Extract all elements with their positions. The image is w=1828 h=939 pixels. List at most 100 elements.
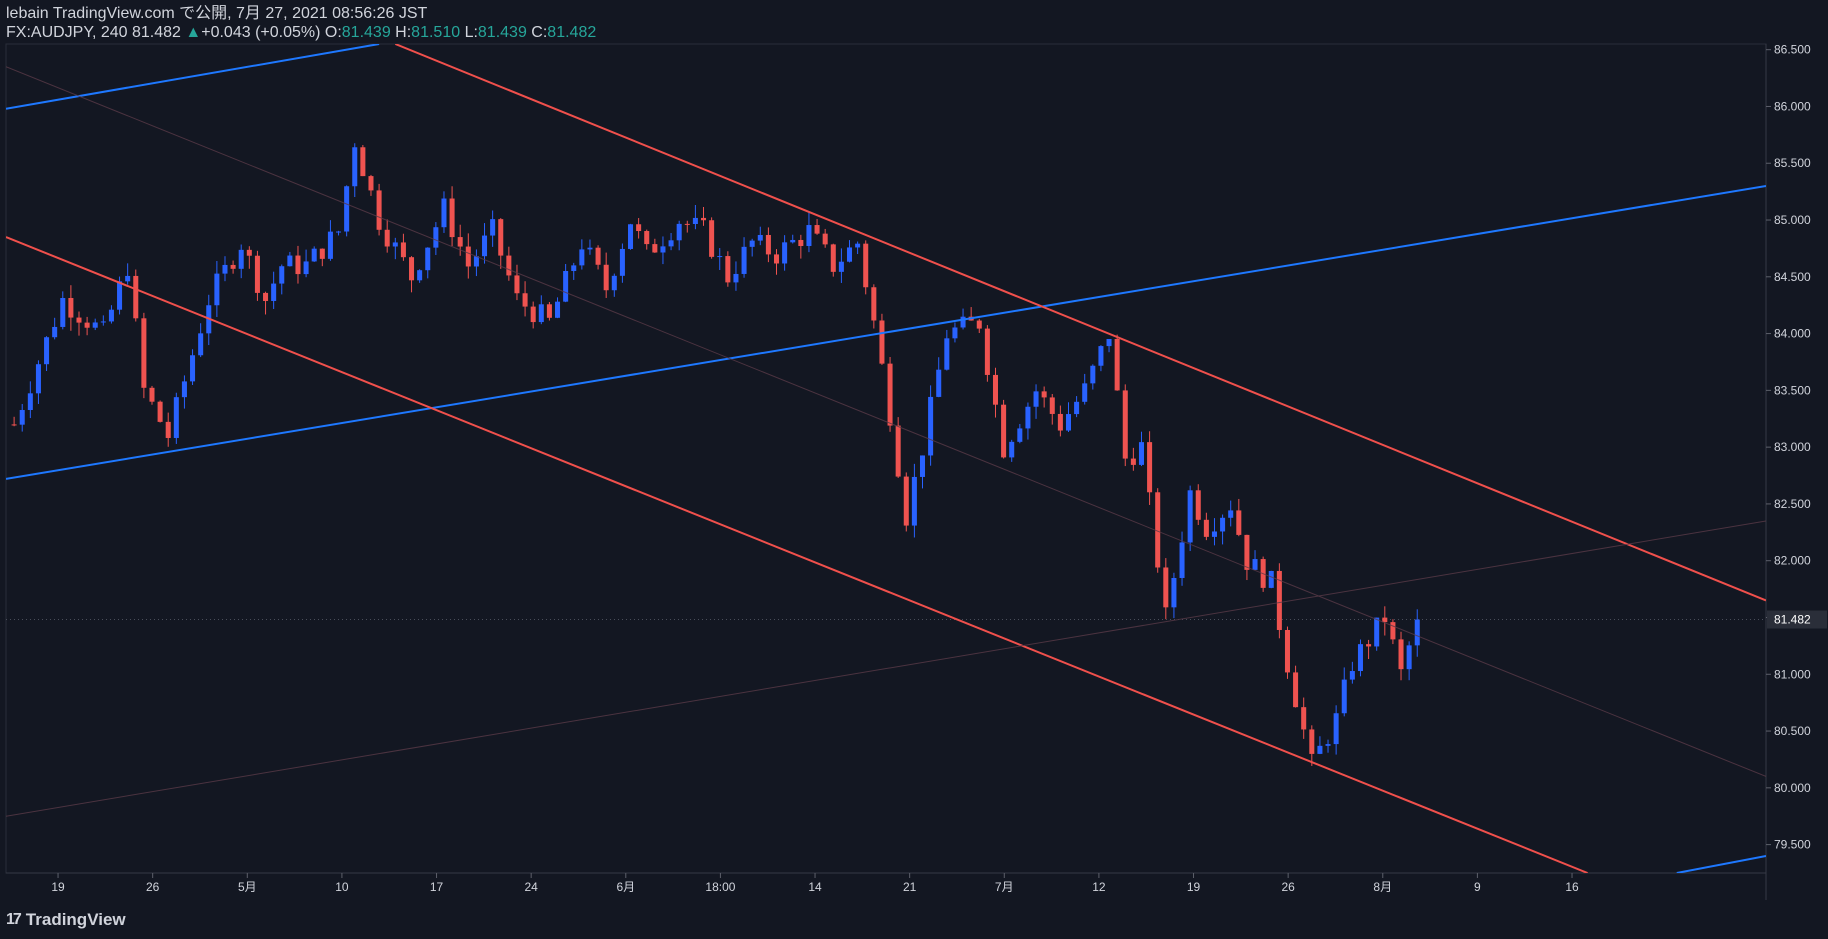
candle-body <box>433 227 439 248</box>
candle-body <box>336 231 342 233</box>
trend-line-red[interactable] <box>6 236 1588 873</box>
candle-body <box>254 255 260 293</box>
candle-body <box>733 273 739 283</box>
candle-body <box>700 217 707 221</box>
candle-body <box>644 231 650 245</box>
price-tick-label: 86.500 <box>1774 43 1811 57</box>
candle-body <box>1033 391 1039 407</box>
price-tick-label: 85.000 <box>1774 213 1811 227</box>
candle-body <box>846 247 853 262</box>
candle-body <box>384 229 390 247</box>
candle-body <box>157 401 163 422</box>
trend-line-red[interactable] <box>394 44 1766 602</box>
candle-body <box>246 249 252 256</box>
trend-line-faint[interactable] <box>6 66 1766 777</box>
candle-body <box>546 304 552 318</box>
open-label: O: <box>324 24 342 41</box>
candle-body <box>911 476 917 526</box>
candle-body <box>587 247 593 250</box>
candle-body <box>368 176 374 191</box>
price-tick-label: 82.500 <box>1774 497 1811 511</box>
candle-body <box>1309 729 1315 754</box>
candle-body <box>360 147 366 177</box>
candle-body <box>717 256 723 258</box>
trend-line-faint[interactable] <box>6 520 1766 817</box>
candle-body <box>692 217 698 225</box>
candle-body <box>871 287 877 321</box>
candle-body <box>619 248 625 276</box>
candle-body <box>530 306 536 323</box>
candle-body <box>319 248 325 259</box>
low-value: 81.439 <box>477 24 527 41</box>
candle-body <box>1341 679 1347 714</box>
close-label: C: <box>531 24 548 41</box>
trend-line-blue[interactable] <box>6 184 1766 480</box>
candle-body <box>571 265 577 271</box>
candle-body <box>1163 567 1169 608</box>
candle-body <box>660 246 666 253</box>
high-label: H: <box>395 24 412 41</box>
candle-body <box>190 355 196 382</box>
candle-body <box>1090 365 1096 384</box>
candle-body <box>198 333 204 356</box>
candle-body <box>563 270 569 302</box>
candle-body <box>1130 458 1136 465</box>
candle-body <box>303 261 309 275</box>
candle-body <box>287 255 293 267</box>
candle-body <box>125 275 131 282</box>
candle-body <box>1114 338 1120 391</box>
candle-body <box>838 261 844 272</box>
candle-body <box>311 248 317 262</box>
candle-body <box>117 281 123 310</box>
candle-body <box>1349 671 1355 680</box>
candle-body <box>449 198 455 238</box>
candle-body <box>895 425 901 477</box>
candle-body <box>84 322 90 328</box>
time-tick-label: 14 <box>808 880 822 894</box>
candle-body <box>238 249 244 269</box>
candle-body <box>60 298 66 327</box>
candle-body <box>611 275 617 291</box>
candle-body <box>863 243 869 288</box>
candle-body <box>1382 617 1388 623</box>
candle-body <box>1138 442 1144 465</box>
time-tick-label: 19 <box>51 880 65 894</box>
candle-body <box>425 247 431 271</box>
price-tick-label: 83.500 <box>1774 383 1811 397</box>
price-tick-label: 86.000 <box>1774 99 1811 113</box>
trend-line-blue[interactable] <box>1676 854 1766 873</box>
time-tick-label: 24 <box>524 880 538 894</box>
candle-body <box>579 249 585 266</box>
tradingview-logo[interactable]: 17 TradingView <box>6 910 126 930</box>
price-tick-label: 84.500 <box>1774 270 1811 284</box>
price-tick-label: 85.500 <box>1774 156 1811 170</box>
candle-body <box>1244 534 1250 570</box>
candle-body <box>830 244 836 272</box>
candle-body <box>984 328 990 375</box>
candle-body <box>11 424 17 426</box>
time-tick-label: 17 <box>430 880 444 894</box>
candle-body <box>773 254 780 264</box>
candle-body <box>165 421 171 438</box>
trend-line-blue[interactable] <box>6 44 380 110</box>
candle-body <box>944 338 950 370</box>
candle-body <box>1041 391 1047 398</box>
candle-body <box>1390 622 1396 640</box>
candle-body <box>782 242 788 264</box>
candle-body <box>879 320 885 364</box>
candle-body <box>1187 490 1193 543</box>
candles-group <box>11 143 1420 766</box>
price-tick-label: 79.500 <box>1774 838 1811 852</box>
candle-body <box>1195 490 1201 520</box>
time-tick-label: 16 <box>1565 880 1579 894</box>
candle-body <box>1179 542 1185 578</box>
time-tick-label: 10 <box>335 880 349 894</box>
candle-body <box>100 321 106 323</box>
candle-body <box>1017 428 1023 442</box>
candle-body <box>676 223 682 241</box>
candle-body <box>1357 644 1363 672</box>
candle-body <box>1301 707 1307 730</box>
candle-body <box>765 234 771 255</box>
change-value: +0.043 (+0.05%) <box>201 24 321 41</box>
